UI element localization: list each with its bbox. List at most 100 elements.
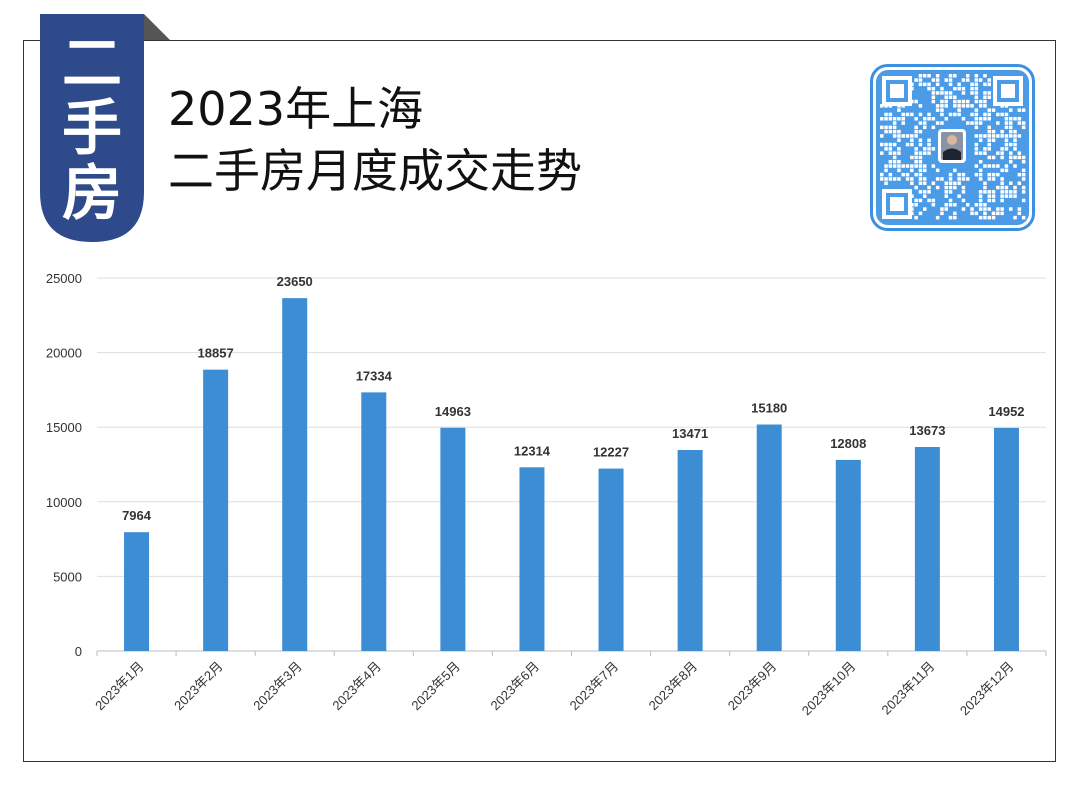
qr-module [880, 134, 884, 138]
qr-module [914, 151, 918, 155]
qr-module [935, 168, 940, 173]
qr-module [991, 194, 996, 198]
qr-module [996, 134, 1000, 138]
qr-module [888, 125, 893, 130]
qr-module [961, 177, 966, 181]
qr-module [884, 125, 888, 130]
x-tick-label: 2023年9月 [725, 659, 780, 714]
qr-module [931, 95, 936, 99]
qr-module [1017, 121, 1022, 125]
qr-module [1000, 207, 1004, 211]
qr-module [892, 142, 897, 147]
qr-module [996, 172, 1000, 177]
qr-module [914, 125, 918, 130]
qr-module [1000, 129, 1004, 134]
qr-module [987, 134, 991, 138]
qr-module [1013, 129, 1017, 134]
qr-module [1021, 121, 1026, 125]
qr-module [987, 198, 991, 203]
qr-module [918, 160, 923, 164]
qr-module [1013, 117, 1017, 121]
qr-module [996, 112, 1000, 117]
qr-module [978, 207, 983, 211]
qr-module [918, 211, 923, 216]
qr-module [974, 203, 979, 207]
qr-module [931, 181, 936, 185]
qr-module [880, 172, 884, 177]
qr-module [1004, 164, 1009, 168]
data-label: 12808 [830, 436, 866, 451]
qr-module [1004, 142, 1009, 147]
qr-module [953, 203, 957, 207]
x-tick-label: 2023年1月 [92, 659, 147, 714]
qr-module [996, 151, 1000, 155]
title-line-1: 2023年上海 [168, 82, 424, 136]
qr-module [1009, 160, 1013, 164]
qr-module [1021, 190, 1026, 194]
qr-module [918, 142, 923, 147]
qr-module [935, 185, 940, 190]
qr-module [918, 78, 923, 82]
qr-module [918, 177, 923, 181]
qr-module [1021, 155, 1026, 160]
qr-module [927, 190, 931, 194]
qr-module [927, 138, 931, 142]
qr-module [974, 147, 979, 151]
qr-module [897, 129, 901, 134]
qr-module [1004, 112, 1009, 117]
qr-module [935, 108, 940, 112]
qr-module [1009, 142, 1013, 147]
qr-module [978, 172, 983, 177]
qr-module [914, 203, 918, 207]
qr-module [1021, 168, 1026, 173]
qr-module [884, 142, 888, 147]
qr-module [914, 147, 918, 151]
qr-module [1009, 194, 1013, 198]
qr-module [944, 99, 948, 104]
qr-module [923, 125, 927, 130]
qr-module [953, 185, 957, 190]
qr-module [978, 194, 983, 198]
qr-module [974, 112, 979, 117]
qr-module [1013, 164, 1017, 168]
qr-module [970, 104, 974, 108]
badge: 二 手 房 [40, 14, 144, 242]
badge-shape [40, 14, 144, 242]
qr-module [953, 168, 957, 173]
qr-module [957, 194, 961, 198]
qr-module [983, 211, 987, 216]
qr-module [1017, 108, 1022, 112]
data-label: 23650 [277, 274, 313, 289]
qr-module [940, 177, 944, 181]
qr-module [918, 155, 923, 160]
qr-module [880, 177, 884, 181]
qr-module [905, 134, 910, 138]
qr-module [944, 78, 948, 82]
qr-module [901, 134, 905, 138]
qr-module [991, 211, 996, 216]
qr-module [983, 181, 987, 185]
qr-module [897, 151, 901, 155]
qr-module [884, 147, 888, 151]
qr-module [905, 172, 910, 177]
qr-module [1000, 168, 1004, 173]
qr-module [935, 78, 940, 82]
qr-module [1000, 198, 1004, 203]
qr-module [940, 91, 944, 95]
qr-module [983, 117, 987, 121]
qr-module [974, 82, 979, 87]
qr-module [910, 155, 914, 160]
qr-module [918, 74, 923, 78]
qr-module [923, 82, 927, 87]
qr-module [978, 134, 983, 138]
qr-module [948, 172, 953, 177]
qr-module [1013, 134, 1017, 138]
qr-module [1000, 147, 1004, 151]
qr-module [1004, 117, 1009, 121]
qr-module [987, 194, 991, 198]
qr-module [910, 168, 914, 173]
x-tick-label: 2023年11月 [879, 659, 938, 718]
data-label: 14952 [988, 404, 1024, 419]
qr-module [957, 86, 961, 91]
bar [756, 424, 782, 651]
